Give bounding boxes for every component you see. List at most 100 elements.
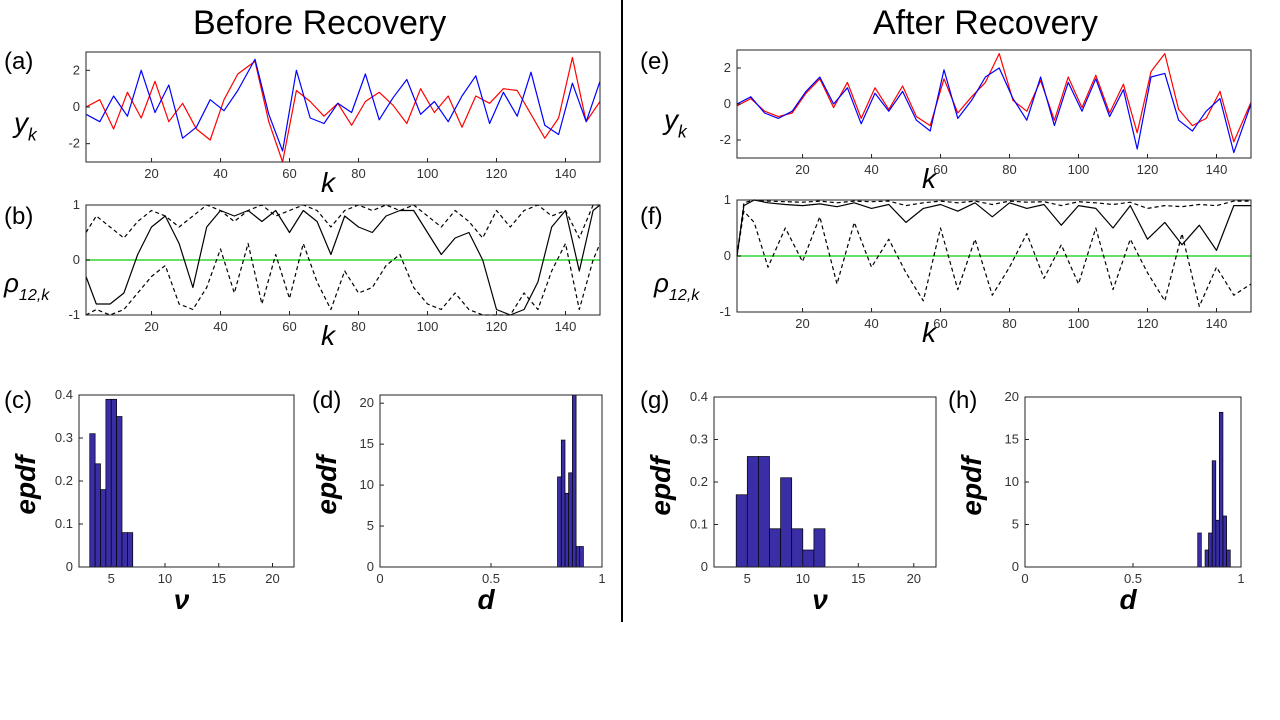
x-tick-label-b-1: 40 [213,319,227,334]
x-tick-label-a-3: 80 [351,166,365,181]
divider [621,0,623,622]
bar-c-5 [116,416,123,568]
x-tick-label-d-1: 0.5 [482,571,500,586]
y-tick-label-c-4: 0.4 [55,387,73,402]
x-tick-label-e-5: 120 [1137,162,1159,177]
series-line-f-1 [736,199,1251,257]
y-axis-label-a: yk [12,107,38,144]
x-tick-label-a-1: 40 [213,166,227,181]
bar-d-3 [568,472,573,568]
panel-label-g: (g) [640,387,670,414]
bar-h-4 [1215,519,1220,568]
bar-g-3 [769,528,781,568]
y-tick-label-a-1: 0 [73,99,80,114]
x-tick-label-g-2: 15 [851,571,865,586]
x-tick-label-h-0: 0 [1021,571,1028,586]
y-tick-label-c-3: 0.3 [55,430,73,445]
bar-h-5 [1218,411,1224,568]
bar-d-4 [572,394,577,568]
heading-after-recovery: After Recovery [873,4,1098,42]
bar-g-1 [746,456,759,568]
x-tick-label-c-3: 20 [265,571,279,586]
y-tick-label-a-2: 2 [73,62,80,77]
panel-label-a: (a) [4,48,34,75]
x-tick-label-e-2: 60 [933,162,947,177]
y-axis-label-f: ρ12,k [653,268,700,304]
y-tick-label-h-1: 5 [1012,517,1019,532]
y-tick-label-g-0: 0 [701,559,708,574]
x-tick-label-h-2: 1 [1237,571,1244,586]
x-tick-label-g-1: 10 [796,571,810,586]
y-tick-label-e-1: 0 [724,96,731,111]
x-tick-label-e-0: 20 [795,162,809,177]
y-tick-label-g-1: 0.1 [690,517,708,532]
y-tick-label-c-0: 0 [66,559,73,574]
x-tick-label-c-0: 5 [108,571,115,586]
x-axis-label-d: d [477,584,495,615]
x-tick-label-e-1: 40 [864,162,878,177]
x-tick-label-b-0: 20 [144,319,158,334]
x-tick-label-b-5: 120 [486,319,508,334]
heading-before-recovery: Before Recovery [193,4,447,42]
bar-g-0 [735,494,748,568]
bar-c-1 [94,463,101,568]
bar-d-2 [564,492,570,568]
x-tick-label-a-5: 120 [486,166,508,181]
x-tick-label-b-4: 100 [417,319,439,334]
y-tick-label-h-2: 10 [1005,474,1019,489]
x-tick-label-b-6: 140 [555,319,577,334]
bar-c-3 [105,398,112,568]
x-tick-label-f-1: 40 [864,316,878,331]
series-line-e-0 [736,52,1252,143]
panel-label-h: (h) [948,387,978,414]
series-line-b-2 [85,242,601,316]
y-axis-label-h: epdf [956,454,987,516]
y-tick-label-c-1: 0.1 [55,516,73,531]
series-line-b-1 [85,204,600,239]
y-tick-label-h-4: 20 [1005,389,1019,404]
bar-g-6 [802,549,815,568]
y-tick-label-f-2: 1 [724,192,731,207]
y-axis-label-d: epdf [311,453,342,515]
series-line-a-1 [85,58,601,152]
x-tick-label-f-2: 60 [933,316,947,331]
x-axis-label-e: k [922,163,938,194]
x-tick-label-b-3: 80 [351,319,365,334]
bar-h-3 [1211,460,1217,568]
panel-label-d: (d) [312,387,342,414]
y-tick-label-h-0: 0 [1012,559,1019,574]
y-tick-label-d-4: 20 [360,395,374,410]
y-tick-label-b-2: 1 [73,197,80,212]
x-tick-label-e-4: 100 [1068,162,1090,177]
x-tick-label-a-2: 60 [282,166,296,181]
x-tick-label-c-1: 10 [158,571,172,586]
y-tick-label-g-2: 0.2 [690,474,708,489]
x-tick-label-g-0: 5 [744,571,751,586]
bar-d-1 [560,439,566,568]
x-axis-label-c: ν [174,584,190,615]
bar-c-0 [89,433,96,568]
x-tick-label-f-3: 80 [1002,316,1016,331]
bar-d-5 [575,546,581,568]
y-tick-label-f-1: 0 [724,248,731,263]
series-line-f-2 [736,210,1252,307]
bar-h-2 [1208,532,1213,568]
bar-c-7 [127,532,134,568]
x-tick-label-f-0: 20 [795,316,809,331]
y-tick-label-b-1: 0 [73,252,80,267]
bar-c-4 [110,398,117,568]
x-tick-label-a-0: 20 [144,166,158,181]
x-tick-label-d-2: 1 [598,571,605,586]
y-tick-label-a-0: -2 [68,136,80,151]
bar-c-2 [100,489,107,568]
x-axis-label-f: k [922,317,938,348]
x-tick-label-f-5: 120 [1137,316,1159,331]
x-tick-label-e-3: 80 [1002,162,1016,177]
x-tick-label-f-4: 100 [1068,316,1090,331]
y-axis-label-g: epdf [645,454,676,516]
x-tick-label-h-1: 0.5 [1124,571,1142,586]
x-axis-label-a: k [321,167,337,198]
y-tick-label-e-2: 2 [724,60,731,75]
series-line-b-0 [85,204,601,316]
